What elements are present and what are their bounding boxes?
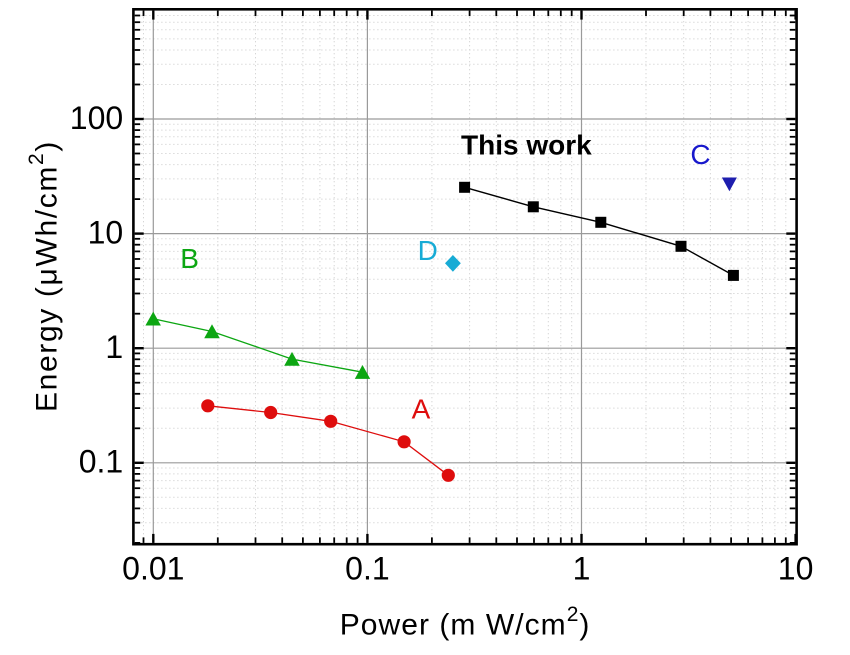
svg-text:C: C (690, 139, 710, 170)
svg-text:D: D (418, 235, 438, 266)
svg-text:0.1: 0.1 (79, 444, 123, 480)
svg-text:B: B (180, 243, 199, 274)
svg-text:10: 10 (88, 215, 124, 251)
svg-text:0.1: 0.1 (345, 551, 389, 587)
svg-text:A: A (412, 394, 431, 425)
svg-text:100: 100 (70, 100, 123, 136)
svg-text:10: 10 (778, 551, 814, 587)
svg-text:This work: This work (461, 130, 592, 161)
svg-text:1: 1 (573, 551, 591, 587)
svg-text:Energy (μWh/cm2): Energy (μWh/cm2) (25, 140, 64, 412)
svg-text:0.01: 0.01 (122, 551, 184, 587)
svg-text:1: 1 (105, 329, 123, 365)
svg-text:Power (m W/cm2): Power (m W/cm2) (340, 603, 591, 642)
